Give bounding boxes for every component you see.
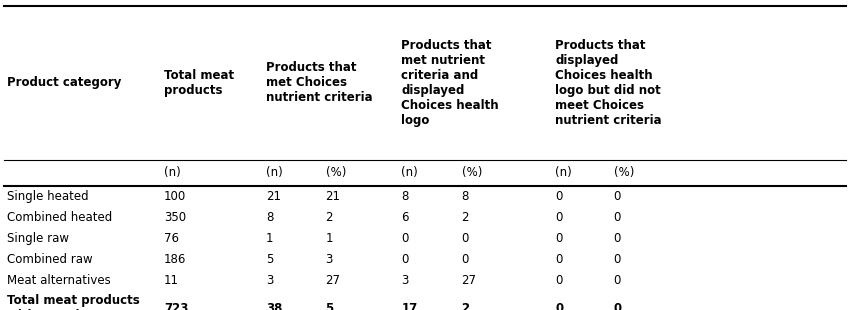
Text: 0: 0 xyxy=(462,253,469,266)
Text: 3: 3 xyxy=(326,253,333,266)
Text: 27: 27 xyxy=(326,274,341,287)
Text: 5: 5 xyxy=(326,302,334,310)
Text: 0: 0 xyxy=(614,253,621,266)
Text: Total meat products
with complete NIP: Total meat products with complete NIP xyxy=(7,294,139,310)
Text: Product category: Product category xyxy=(7,77,122,89)
Text: 723: 723 xyxy=(164,302,189,310)
Text: (n): (n) xyxy=(401,166,418,179)
Text: 0: 0 xyxy=(401,232,409,245)
Text: 3: 3 xyxy=(266,274,274,287)
Text: 8: 8 xyxy=(401,190,409,203)
Text: 38: 38 xyxy=(266,302,282,310)
Text: 0: 0 xyxy=(462,232,469,245)
Text: (n): (n) xyxy=(266,166,283,179)
Text: 21: 21 xyxy=(266,190,281,203)
Text: 0: 0 xyxy=(614,190,621,203)
Text: 0: 0 xyxy=(614,302,622,310)
Text: 11: 11 xyxy=(164,274,179,287)
Text: 1: 1 xyxy=(266,232,274,245)
Text: 27: 27 xyxy=(462,274,477,287)
Text: Combined raw: Combined raw xyxy=(7,253,93,266)
Text: 6: 6 xyxy=(401,211,409,224)
Text: 0: 0 xyxy=(555,232,563,245)
Text: Products that
met nutrient
criteria and
displayed
Choices health
logo: Products that met nutrient criteria and … xyxy=(401,39,499,127)
Text: 0: 0 xyxy=(614,211,621,224)
Text: 3: 3 xyxy=(401,274,409,287)
Text: 100: 100 xyxy=(164,190,186,203)
Text: 1: 1 xyxy=(326,232,333,245)
Text: 0: 0 xyxy=(555,253,563,266)
Text: 5: 5 xyxy=(266,253,274,266)
Text: (%): (%) xyxy=(326,166,346,179)
Text: Meat alternatives: Meat alternatives xyxy=(7,274,110,287)
Text: (n): (n) xyxy=(555,166,572,179)
Text: 17: 17 xyxy=(401,302,417,310)
Text: Products that
displayed
Choices health
logo but did not
meet Choices
nutrient cr: Products that displayed Choices health l… xyxy=(555,39,661,127)
Text: 0: 0 xyxy=(555,190,563,203)
Text: 186: 186 xyxy=(164,253,186,266)
Text: 0: 0 xyxy=(614,232,621,245)
Text: Products that
met Choices
nutrient criteria: Products that met Choices nutrient crite… xyxy=(266,61,372,104)
Text: Total meat
products: Total meat products xyxy=(164,69,234,97)
Text: 8: 8 xyxy=(266,211,274,224)
Text: (%): (%) xyxy=(614,166,634,179)
Text: 2: 2 xyxy=(326,211,333,224)
Text: Single raw: Single raw xyxy=(7,232,69,245)
Text: 2: 2 xyxy=(462,211,469,224)
Text: 21: 21 xyxy=(326,190,341,203)
Text: 0: 0 xyxy=(401,253,409,266)
Text: 2: 2 xyxy=(462,302,470,310)
Text: 0: 0 xyxy=(555,211,563,224)
Text: 0: 0 xyxy=(555,274,563,287)
Text: Combined heated: Combined heated xyxy=(7,211,112,224)
Text: Single heated: Single heated xyxy=(7,190,88,203)
Text: 0: 0 xyxy=(555,302,564,310)
Text: 0: 0 xyxy=(614,274,621,287)
Text: (n): (n) xyxy=(164,166,181,179)
Text: 350: 350 xyxy=(164,211,186,224)
Text: 76: 76 xyxy=(164,232,179,245)
Text: (%): (%) xyxy=(462,166,482,179)
Text: 8: 8 xyxy=(462,190,469,203)
